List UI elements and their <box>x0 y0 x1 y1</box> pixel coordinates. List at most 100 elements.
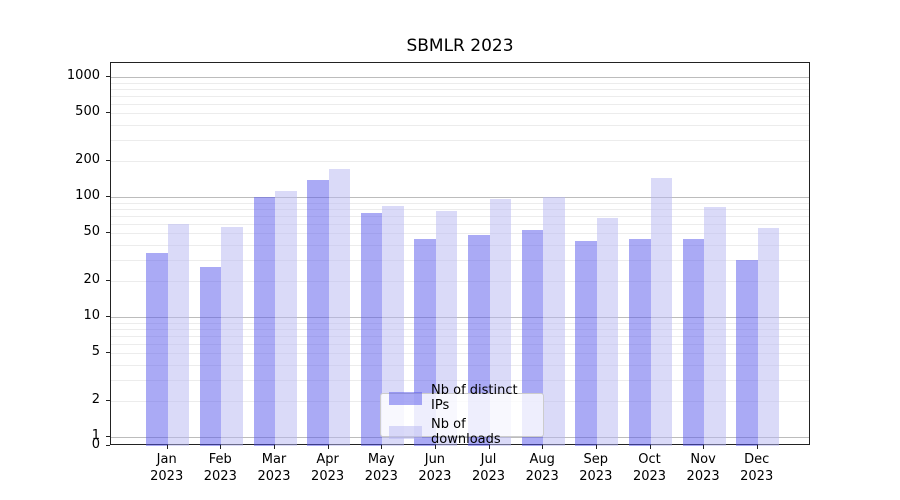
gridline-minor <box>111 88 809 90</box>
x-tick-label: Jan 2023 <box>150 452 184 484</box>
gridline-minor <box>111 113 809 115</box>
gridline-minor <box>111 139 809 141</box>
y-tick-mark <box>106 352 110 354</box>
gridline-minor <box>111 328 809 330</box>
bar-distinct-ips <box>521 230 544 446</box>
x-tick-mark <box>542 445 544 449</box>
y-tick-label: 1000 <box>66 68 100 83</box>
y-tick-mark <box>106 399 110 401</box>
gridline-minor <box>111 364 809 366</box>
legend-label-ips: Nb of distinct IPs <box>431 383 518 413</box>
x-tick-mark <box>756 445 758 449</box>
y-tick-label: 100 <box>75 188 100 203</box>
x-tick-label: Mar 2023 <box>257 452 291 484</box>
gridline-minor <box>111 379 809 381</box>
y-tick-mark <box>106 232 110 234</box>
y-tick-label: 2 <box>91 391 100 407</box>
gridline-minor <box>111 124 809 126</box>
legend-item-ips: Nb of distinct IPs <box>389 383 535 413</box>
bar-distinct-ips <box>682 238 705 446</box>
gridline-minor <box>111 335 809 337</box>
bar-downloads <box>435 210 458 446</box>
bar-distinct-ips <box>360 213 383 446</box>
bar-downloads <box>704 206 726 446</box>
y-tick-mark <box>106 436 110 437</box>
y-tick-label: 5 <box>91 344 100 360</box>
bar-downloads <box>221 227 243 446</box>
x-tick-label: Oct 2023 <box>632 452 667 484</box>
x-tick-mark <box>649 445 651 449</box>
x-tick-label: Jun 2023 <box>418 452 452 484</box>
gridline-minor <box>111 103 809 105</box>
bar-distinct-ips <box>307 179 329 446</box>
x-tick-mark <box>381 445 383 449</box>
gridline-minor <box>111 202 809 204</box>
gridline-minor <box>111 223 809 225</box>
x-tick-mark <box>434 445 436 449</box>
x-tick-mark <box>274 445 275 449</box>
bar-distinct-ips <box>575 241 597 446</box>
gridline-minor <box>111 259 809 261</box>
gridline-minor <box>111 160 809 162</box>
y-tick-label: 500 <box>75 104 100 120</box>
gridline-major <box>111 77 809 78</box>
gridline-minor <box>111 233 809 235</box>
y-tick-mark <box>106 76 110 77</box>
bar-distinct-ips <box>199 267 222 446</box>
x-tick-mark <box>166 445 168 449</box>
legend-swatch-downloads <box>389 425 422 439</box>
y-tick-label: 10 <box>83 308 100 323</box>
gridline-minor <box>111 343 809 345</box>
bar-distinct-ips <box>629 238 651 446</box>
gridline-major <box>111 437 809 438</box>
bar-downloads <box>757 228 780 446</box>
legend-item-downloads: Nb of downloads <box>389 417 535 447</box>
y-tick-mark <box>106 196 110 197</box>
x-tick-label: Apr 2023 <box>311 452 345 484</box>
gridline-minor <box>111 208 809 210</box>
x-tick-mark <box>220 445 222 449</box>
gridline-minor <box>111 280 809 282</box>
x-tick-label: Sep 2023 <box>579 452 613 484</box>
y-tick-mark <box>106 316 110 317</box>
gridline-minor <box>111 82 809 84</box>
y-tick-label: 200 <box>75 151 100 167</box>
x-tick-label: Jul 2023 <box>471 452 506 484</box>
x-tick-mark <box>703 445 705 449</box>
gridline-minor <box>111 322 809 324</box>
gridline-minor <box>111 95 809 97</box>
y-tick-label: 50 <box>83 224 100 240</box>
gridline-minor <box>111 215 809 217</box>
bar-downloads <box>543 196 565 446</box>
legend: Nb of distinct IPs Nb of downloads <box>380 383 544 447</box>
y-tick-mark <box>106 159 110 161</box>
legend-label-downloads: Nb of downloads <box>431 417 501 447</box>
plot-area <box>110 62 810 446</box>
y-tick-label: 1 <box>91 428 100 443</box>
bar-distinct-ips <box>146 253 168 446</box>
bar-downloads <box>596 217 619 446</box>
y-tick-label: 20 <box>83 271 100 287</box>
bar-downloads <box>382 206 404 446</box>
legend-swatch-ips <box>389 391 422 405</box>
x-tick-mark <box>595 445 597 449</box>
x-tick-label: Feb 2023 <box>203 452 237 484</box>
x-tick-label: Nov 2023 <box>686 452 720 484</box>
y-tick-mark <box>106 279 110 281</box>
x-tick-mark <box>488 445 490 449</box>
bar-downloads <box>650 177 672 446</box>
x-tick-label: May 2023 <box>364 452 398 484</box>
bar-downloads <box>275 190 297 446</box>
bar-distinct-ips <box>736 259 758 446</box>
gridline-minor <box>111 244 809 246</box>
x-tick-mark <box>327 445 329 449</box>
gridline-major <box>111 317 809 318</box>
y-tick-mark <box>106 445 110 446</box>
bar-downloads <box>489 198 511 446</box>
x-tick-label: Dec 2023 <box>740 452 774 484</box>
y-tick-mark <box>106 112 110 114</box>
chart-title: SBMLR 2023 <box>406 36 514 56</box>
gridline-minor <box>111 353 809 355</box>
x-tick-label: Aug 2023 <box>525 452 559 484</box>
